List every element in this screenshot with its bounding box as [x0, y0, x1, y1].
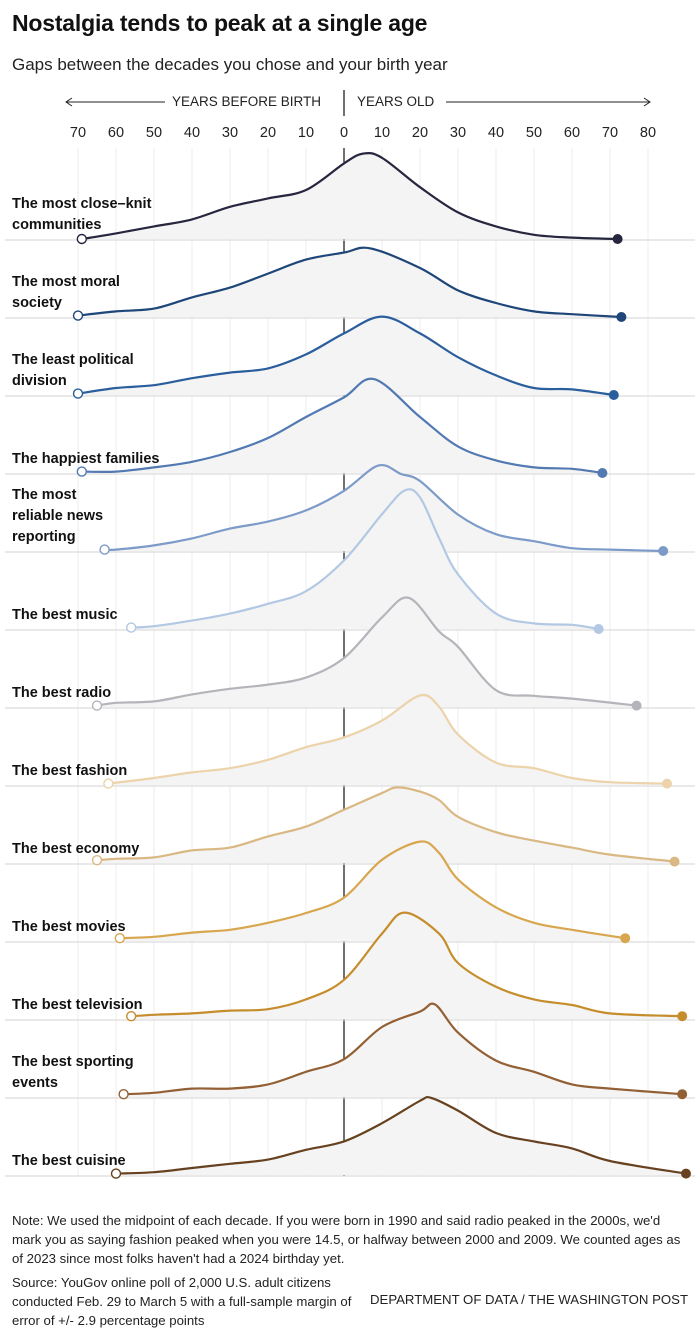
end-marker — [631, 700, 642, 711]
end-marker — [608, 390, 619, 400]
start-marker — [72, 388, 84, 399]
end-marker — [658, 546, 669, 556]
arrow-right-icon — [643, 97, 651, 107]
x-tick-label: 10 — [298, 125, 314, 141]
start-marker — [103, 778, 114, 789]
x-tick-label: 50 — [526, 125, 542, 141]
series-line — [96, 596, 637, 707]
series-fill — [131, 912, 683, 1019]
series-fill — [97, 597, 637, 707]
series-line — [108, 693, 668, 785]
chart-credit: DEPARTMENT OF DATA / THE WASHINGTON POST — [370, 1292, 688, 1307]
series-fill — [108, 694, 667, 785]
series-label: The best sporting events — [12, 1054, 134, 1091]
start-marker — [76, 233, 88, 245]
series-fill — [119, 841, 626, 941]
x-tick-label: 10 — [374, 125, 390, 141]
end-marker — [677, 1089, 688, 1100]
series-line — [96, 786, 675, 863]
series-label: The least political division — [12, 352, 134, 389]
start-marker — [99, 544, 110, 555]
series-line — [115, 1095, 687, 1175]
x-tick-label: 0 — [340, 125, 348, 141]
start-marker — [91, 700, 103, 711]
series-label: The best radio — [12, 685, 112, 701]
x-tick-label: 80 — [640, 125, 656, 141]
series-line — [77, 315, 614, 397]
x-tick-label: 20 — [260, 125, 276, 141]
start-marker — [110, 1168, 122, 1179]
series-label: The most reliable news reporting — [12, 487, 104, 545]
x-tick-label: 70 — [602, 125, 618, 141]
series-line — [123, 1002, 683, 1096]
start-marker — [125, 622, 137, 633]
start-marker — [76, 466, 88, 477]
end-marker — [681, 1168, 691, 1179]
series-fill — [81, 153, 618, 239]
x-tick-label: 60 — [108, 125, 124, 141]
chart-title: Nostalgia tends to peak at a single age — [12, 10, 428, 36]
x-tick-label: 30 — [222, 125, 238, 141]
x-tick-label: 50 — [146, 125, 162, 141]
start-marker — [125, 1011, 137, 1022]
series-fill — [131, 489, 599, 629]
series-label: The best music — [12, 607, 118, 623]
series-label: The best movies — [12, 919, 126, 935]
end-marker — [662, 778, 672, 789]
series-fill — [104, 465, 664, 551]
x-tick-label: 20 — [412, 125, 428, 141]
start-marker — [72, 310, 84, 321]
x-tick-label: 40 — [184, 125, 200, 141]
x-label-right: YEARS OLD — [357, 94, 435, 109]
start-marker — [91, 855, 103, 866]
series-label: The most close–knit communities — [12, 196, 152, 233]
chart-subtitle: Gaps between the decades you chose and y… — [12, 55, 448, 74]
end-marker — [612, 234, 623, 244]
x-tick-label: 40 — [488, 125, 504, 141]
end-marker — [593, 624, 604, 634]
series-line — [119, 840, 626, 940]
series-fill — [78, 247, 622, 317]
series-label: The happiest families — [12, 451, 160, 467]
start-marker — [114, 933, 126, 944]
x-tick-label: 60 — [564, 125, 580, 141]
end-marker — [620, 933, 631, 944]
x-tick-label: 70 — [70, 125, 86, 141]
series-label: The best television — [12, 997, 143, 1013]
end-marker — [597, 468, 608, 478]
x-label-left: YEARS BEFORE BIRTH — [172, 94, 322, 109]
series-line — [104, 463, 664, 553]
series-fill — [116, 1097, 686, 1175]
series-label: The best economy — [12, 841, 140, 857]
end-marker — [677, 1011, 688, 1022]
series-label: The best fashion — [12, 763, 128, 779]
x-tick-label: 30 — [450, 125, 466, 141]
arrow-left-icon — [65, 97, 73, 107]
end-marker — [616, 312, 627, 322]
series-line — [131, 911, 683, 1018]
series-line — [81, 151, 618, 241]
series-label: The best cuisine — [12, 1153, 126, 1169]
chart-note: Note: We used the midpoint of each decad… — [12, 1213, 681, 1266]
series-label: The most moral society — [12, 274, 120, 311]
series-fill — [123, 1003, 683, 1097]
end-marker — [669, 856, 680, 867]
chart-source: Source: YouGov online poll of 2,000 U.S.… — [12, 1275, 352, 1328]
series-line — [77, 246, 622, 319]
series-fill — [81, 378, 603, 473]
start-marker — [118, 1088, 129, 1100]
series-line — [131, 488, 599, 631]
series-fill — [97, 787, 675, 863]
series-line — [81, 377, 603, 475]
